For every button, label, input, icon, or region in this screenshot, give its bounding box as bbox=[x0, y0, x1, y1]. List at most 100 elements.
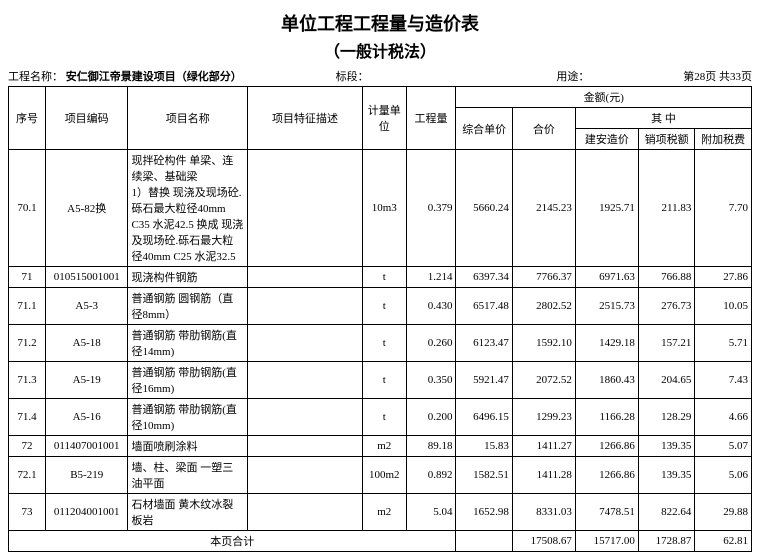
cell-total: 1299.23 bbox=[512, 399, 575, 436]
cell-qty: 0.350 bbox=[406, 362, 456, 399]
cost-table: 序号 项目编码 项目名称 项目特征描述 计量单位 工程量 金额(元) 综合单价 … bbox=[8, 86, 752, 552]
cell-unit: t bbox=[363, 399, 406, 436]
cell-price: 6397.34 bbox=[456, 267, 512, 288]
hdr-desc: 项目特征描述 bbox=[247, 87, 362, 150]
cell-qty: 1.214 bbox=[406, 267, 456, 288]
cell-desc bbox=[247, 325, 362, 362]
cell-seq: 71.1 bbox=[9, 288, 46, 325]
cell-add: 7.43 bbox=[695, 362, 752, 399]
hdr-unit: 计量单位 bbox=[363, 87, 406, 150]
cell-ja: 1429.18 bbox=[575, 325, 638, 362]
cell-tax: 204.65 bbox=[638, 362, 694, 399]
cell-total: 1411.27 bbox=[512, 436, 575, 457]
cell-name: 普通钢筋 带肋钢筋(直径16mm) bbox=[128, 362, 247, 399]
table-row: 71.1A5-3普通钢筋 圆钢筋（直径8mm）t0.4306517.482802… bbox=[9, 288, 752, 325]
cell-desc bbox=[247, 436, 362, 457]
cell-tax: 157.21 bbox=[638, 325, 694, 362]
cell-unit: m2 bbox=[363, 436, 406, 457]
table-body: 70.1A5-82换现拌砼构件 单梁、连续梁、基础梁 1）替换 现浇及现场砼.砾… bbox=[9, 150, 752, 531]
project-name: 安仁御江帝景建设项目（绿化部分） bbox=[66, 71, 242, 83]
hdr-breakdown-group: 其 中 bbox=[575, 108, 751, 129]
cell-unit: t bbox=[363, 325, 406, 362]
hdr-unit-price: 综合单价 bbox=[456, 108, 512, 150]
hdr-name: 项目名称 bbox=[128, 87, 247, 150]
cell-total: 2072.52 bbox=[512, 362, 575, 399]
cell-ja: 6971.63 bbox=[575, 267, 638, 288]
cell-ja: 1925.71 bbox=[575, 150, 638, 267]
cell-desc bbox=[247, 494, 362, 531]
cell-name: 现浇构件钢筋 bbox=[128, 267, 247, 288]
cell-seq: 71.2 bbox=[9, 325, 46, 362]
cell-price: 6496.15 bbox=[456, 399, 512, 436]
cell-code: A5-3 bbox=[45, 288, 128, 325]
footer-label: 本页合计 bbox=[9, 531, 456, 552]
cell-desc bbox=[247, 457, 362, 494]
hdr-amount-group: 金额(元) bbox=[456, 87, 752, 108]
cell-ja: 1166.28 bbox=[575, 399, 638, 436]
cell-tax: 211.83 bbox=[638, 150, 694, 267]
cell-qty: 0.260 bbox=[406, 325, 456, 362]
cell-ja: 1860.43 bbox=[575, 362, 638, 399]
cell-unit: t bbox=[363, 267, 406, 288]
hdr-code: 项目编码 bbox=[45, 87, 128, 150]
cell-seq: 71 bbox=[9, 267, 46, 288]
footer-ja: 15717.00 bbox=[575, 531, 638, 552]
cell-seq: 72 bbox=[9, 436, 46, 457]
cell-code: B5-219 bbox=[45, 457, 128, 494]
cell-ja: 7478.51 bbox=[575, 494, 638, 531]
cell-add: 5.07 bbox=[695, 436, 752, 457]
cell-qty: 5.04 bbox=[406, 494, 456, 531]
cell-name: 墙、柱、梁面 一塑三油平面 bbox=[128, 457, 247, 494]
cell-seq: 72.1 bbox=[9, 457, 46, 494]
cell-total: 2145.23 bbox=[512, 150, 575, 267]
cell-tax: 128.29 bbox=[638, 399, 694, 436]
cell-total: 2802.52 bbox=[512, 288, 575, 325]
cell-price: 1582.51 bbox=[456, 457, 512, 494]
project-label: 工程名称： bbox=[8, 71, 63, 83]
cell-price: 6517.48 bbox=[456, 288, 512, 325]
footer-tax: 1728.87 bbox=[638, 531, 694, 552]
table-row: 72.1B5-219墙、柱、梁面 一塑三油平面100m20.8921582.51… bbox=[9, 457, 752, 494]
cell-desc bbox=[247, 362, 362, 399]
cell-price: 6123.47 bbox=[456, 325, 512, 362]
hdr-jianan: 建安造价 bbox=[575, 129, 638, 150]
cell-price: 1652.98 bbox=[456, 494, 512, 531]
table-row: 71.4A5-16普通钢筋 带肋钢筋(直径10mm)t0.2006496.151… bbox=[9, 399, 752, 436]
page-subtitle: （一般计税法） bbox=[8, 38, 752, 62]
cell-total: 8331.03 bbox=[512, 494, 575, 531]
cell-unit: m2 bbox=[363, 494, 406, 531]
cell-add: 5.06 bbox=[695, 457, 752, 494]
footer-add: 62.81 bbox=[695, 531, 752, 552]
cell-total: 1592.10 bbox=[512, 325, 575, 362]
cell-ja: 2515.73 bbox=[575, 288, 638, 325]
cell-unit: t bbox=[363, 288, 406, 325]
cell-code: A5-16 bbox=[45, 399, 128, 436]
cell-unit: 10m3 bbox=[363, 150, 406, 267]
cell-name: 石材墙面 黄木纹冰裂板岩 bbox=[128, 494, 247, 531]
cell-desc bbox=[247, 150, 362, 267]
cell-seq: 71.4 bbox=[9, 399, 46, 436]
cell-qty: 89.18 bbox=[406, 436, 456, 457]
cell-tax: 822.64 bbox=[638, 494, 694, 531]
cell-unit: t bbox=[363, 362, 406, 399]
hdr-total: 合价 bbox=[512, 108, 575, 150]
cell-add: 5.71 bbox=[695, 325, 752, 362]
cell-seq: 73 bbox=[9, 494, 46, 531]
usage-label: 用途： bbox=[463, 68, 684, 84]
cell-name: 普通钢筋 圆钢筋（直径8mm） bbox=[128, 288, 247, 325]
table-row: 71.3A5-19普通钢筋 带肋钢筋(直径16mm)t0.3505921.472… bbox=[9, 362, 752, 399]
cell-name: 现拌砼构件 单梁、连续梁、基础梁 1）替换 现浇及现场砼.砾石最大粒径40mm … bbox=[128, 150, 247, 267]
cell-unit: 100m2 bbox=[363, 457, 406, 494]
cell-tax: 139.35 bbox=[638, 457, 694, 494]
cell-desc bbox=[247, 288, 362, 325]
cell-ja: 1266.86 bbox=[575, 436, 638, 457]
table-header: 序号 项目编码 项目名称 项目特征描述 计量单位 工程量 金额(元) 综合单价 … bbox=[9, 87, 752, 150]
page-info: 第28页 共33页 bbox=[683, 68, 752, 84]
cell-qty: 0.379 bbox=[406, 150, 456, 267]
cell-qty: 0.200 bbox=[406, 399, 456, 436]
cell-total: 7766.37 bbox=[512, 267, 575, 288]
cell-add: 10.05 bbox=[695, 288, 752, 325]
cell-tax: 766.88 bbox=[638, 267, 694, 288]
hdr-sales-tax: 销项税额 bbox=[638, 129, 694, 150]
table-row: 72011407001001墙面喷刷涂料m289.1815.831411.271… bbox=[9, 436, 752, 457]
